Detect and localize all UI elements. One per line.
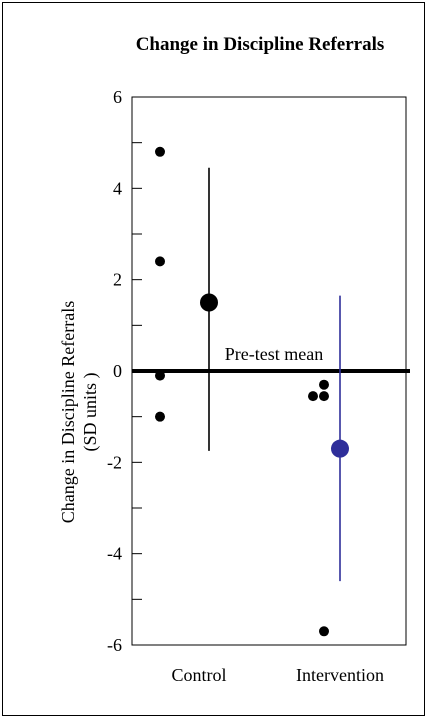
- y-tick-label: 6: [113, 87, 122, 107]
- chart-title: Change in Discipline Referrals: [136, 34, 385, 55]
- y-axis-label-line-1: Change in Discipline Referrals: [58, 301, 78, 523]
- mean-marker-control: [200, 293, 218, 312]
- data-point: [319, 626, 329, 637]
- series-layer: [155, 146, 349, 637]
- data-point: [155, 256, 165, 267]
- series-control: [155, 146, 218, 451]
- y-axis-label: Change in Discipline Referrals (SD units…: [58, 301, 101, 523]
- data-point: [155, 146, 165, 157]
- y-axis-ticks: [132, 96, 142, 646]
- y-tick-label: -4: [107, 544, 122, 564]
- x-category-label-intervention: Intervention: [296, 665, 384, 685]
- y-tick-label: -2: [107, 452, 122, 472]
- data-point: [155, 411, 165, 422]
- series-intervention: [308, 295, 349, 637]
- y-tick-label: 2: [113, 270, 122, 290]
- data-point: [319, 391, 329, 402]
- y-tick-label: 4: [113, 178, 122, 198]
- pre-test-mean-label: Pre-test mean: [225, 344, 323, 364]
- data-point: [308, 391, 318, 402]
- data-point: [319, 379, 329, 390]
- y-axis-tick-labels: 6 4 2 0 -2 -4 -6: [107, 87, 122, 655]
- y-tick-label: -6: [107, 635, 122, 655]
- data-point: [155, 370, 165, 381]
- x-category-label-control: Control: [171, 665, 226, 685]
- y-axis-label-line-2: (SD units ): [80, 372, 101, 451]
- y-tick-label: 0: [113, 361, 122, 381]
- mean-marker-intervention: [331, 439, 349, 458]
